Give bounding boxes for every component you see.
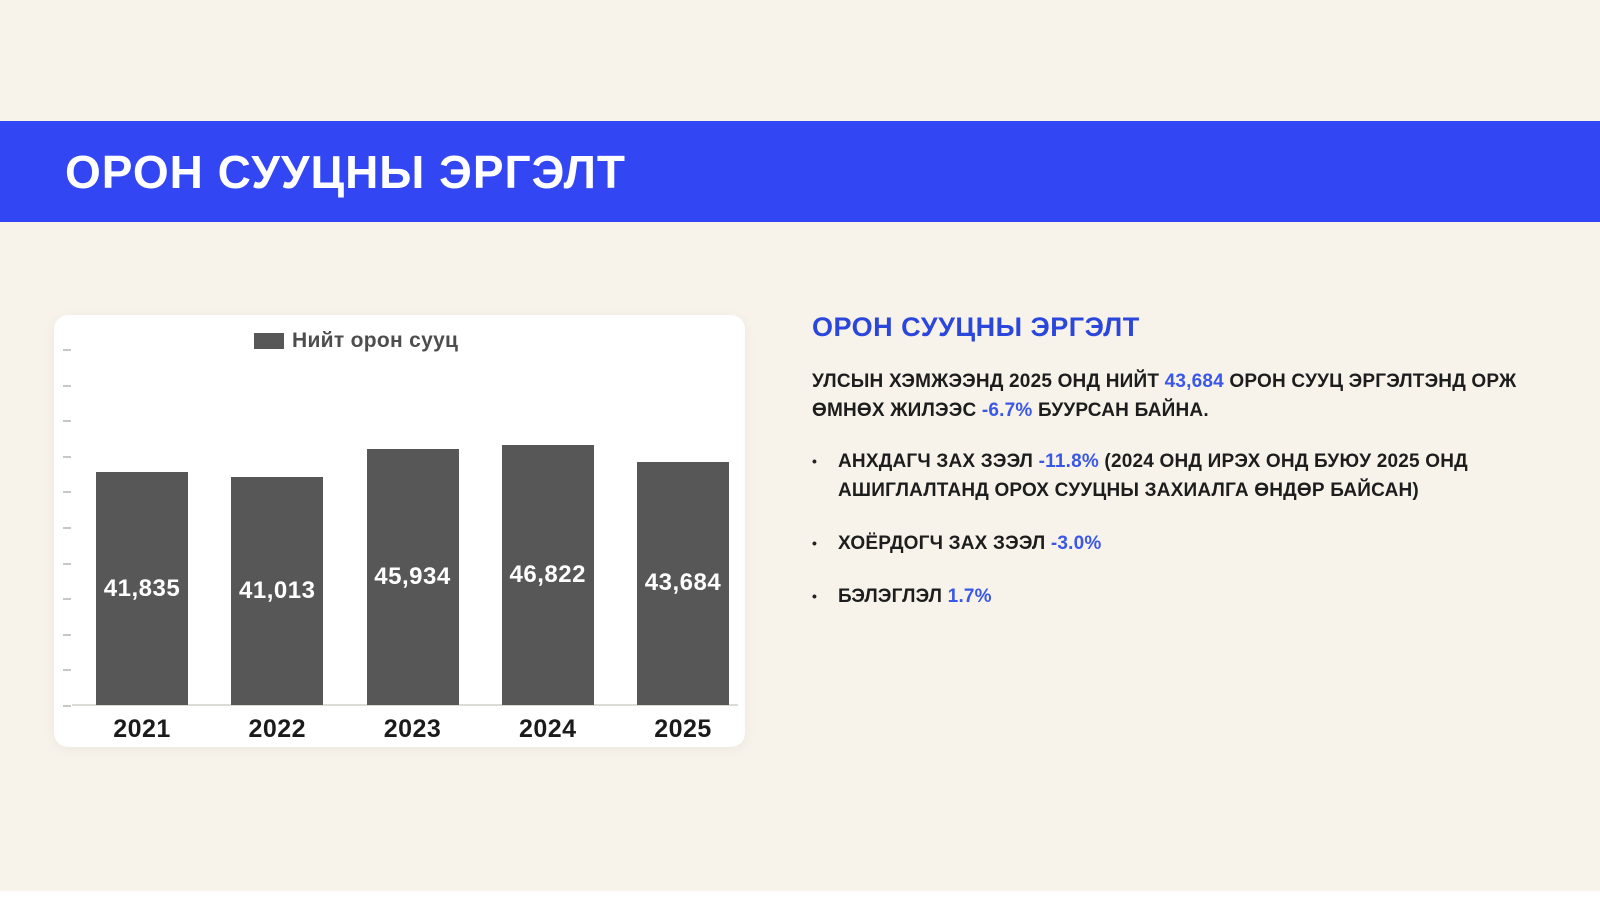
bar-value-label: 45,934 (374, 563, 451, 591)
y-axis-tick (63, 420, 71, 423)
bar-2023: 45,934 (366, 449, 459, 705)
slide-title: ОРОН СУУЦНЫ ЭРГЭЛТ (65, 145, 626, 198)
bullet-dot-icon: • (812, 535, 818, 551)
legend-label: Нийт орон сууц (292, 329, 459, 352)
highlight-value: -6.7% (981, 400, 1033, 421)
text-segment: ОРОН СУУЦ ЭРГЭЛТЭНД ОРЖ ӨМНӨХ ЖИЛЭЭС (812, 371, 1517, 421)
summary-paragraph: УЛСЫН ХЭМЖЭЭНД 2025 ОНД НИЙТ 43,684 ОРОН… (812, 367, 1554, 425)
bar-chart-card: Нийт орон сууц 41,835 2021 41,013 2022 45,93… (54, 315, 745, 747)
chart-legend: Нийт орон сууц (254, 329, 458, 353)
x-axis-label-2024: 2024 (518, 715, 577, 743)
highlight-value: 43,684 (1164, 371, 1224, 392)
x-axis-label-2025: 2025 (654, 715, 712, 743)
bar-value-label: 43,684 (644, 569, 722, 597)
text-segment: ХОЁРДОГЧ ЗАХ ЗЭЭЛ (838, 533, 1051, 554)
y-axis-tick (63, 527, 71, 529)
bullet-dot-icon: • (812, 453, 818, 469)
y-axis-tick (63, 491, 71, 494)
text-segment: (2024 ОНД ИРЭХ ОНД БУЮУ 2025 ОНД АШИГЛАЛ… (838, 451, 1468, 501)
text-segment: АНХДАГЧ ЗАХ ЗЭЭЛ (838, 451, 1039, 472)
summary-bullet-list: • АНХДАГЧ ЗАХ ЗЭЭЛ -11.8% (2024 ОНД ИРЭХ … (812, 447, 1554, 611)
y-axis-tick (63, 349, 71, 351)
y-axis-tick (63, 633, 71, 636)
bar-2022: 41,013 (231, 476, 324, 705)
highlight-value: 1.7% (947, 586, 992, 607)
highlight-value: -3.0% (1050, 533, 1102, 554)
bar-chart-plot: 41,835 2021 41,013 2022 45,934 2023 46,822 2024… (54, 315, 745, 747)
bar-value-label: 41,013 (239, 576, 316, 604)
bullet-dot-icon: • (812, 588, 818, 604)
text-segment: УЛСЫН ХЭМЖЭЭНД 2025 ОНД НИЙТ (812, 371, 1165, 392)
x-axis-label-2023: 2023 (383, 715, 442, 743)
legend-swatch-icon (254, 333, 284, 349)
bar-2021: 41,835 (96, 472, 188, 705)
text-segment: БЭЛЭГЛЭЛ (838, 586, 948, 607)
bottom-strip (0, 891, 1600, 900)
bullet-text: ХОЁРДОГЧ ЗАХ ЗЭЭЛ -3.0% (838, 529, 1554, 558)
bar-2025: 43,684 (637, 462, 729, 705)
bullet-text: АНХДАГЧ ЗАХ ЗЭЭЛ -11.8% (2024 ОНД ИРЭХ О… (838, 447, 1554, 505)
highlight-value: -11.8% (1038, 451, 1099, 472)
text-segment: БУУРСАН БАЙНА. (1032, 400, 1209, 421)
y-axis-tick (63, 705, 71, 707)
summary-title: ОРОН СУУЦНЫ ЭРГЭЛТ (812, 312, 1140, 342)
y-axis-tick (63, 562, 71, 565)
x-axis-label-2022: 2022 (248, 715, 307, 743)
y-axis-tick (63, 455, 71, 458)
y-axis-tick (63, 669, 71, 672)
bullet-item-3: • БЭЛЭГЛЭЛ 1.7% (812, 582, 1554, 611)
bullet-text: БЭЛЭГЛЭЛ 1.7% (838, 582, 1554, 611)
bar-2024: 46,822 (501, 444, 594, 705)
y-axis-tick (63, 384, 71, 387)
bullet-item-2: • ХОЁРДОГЧ ЗАХ ЗЭЭЛ -3.0% (812, 529, 1554, 558)
x-axis-label-2021: 2021 (113, 715, 171, 743)
x-axis-line (72, 704, 738, 706)
bullet-item-1: • АНХДАГЧ ЗАХ ЗЭЭЛ -11.8% (2024 ОНД ИРЭХ … (812, 447, 1554, 505)
summary-panel: ОРОН СУУЦНЫ ЭРГЭЛТ УЛСЫН ХЭМЖЭЭНД 2025 О… (812, 312, 1554, 635)
bar-value-label: 46,822 (509, 560, 586, 588)
bar-value-label: 41,835 (103, 574, 181, 602)
title-banner: ОРОН СУУЦНЫ ЭРГЭЛТ (0, 121, 1600, 222)
y-axis-tick (63, 598, 71, 601)
